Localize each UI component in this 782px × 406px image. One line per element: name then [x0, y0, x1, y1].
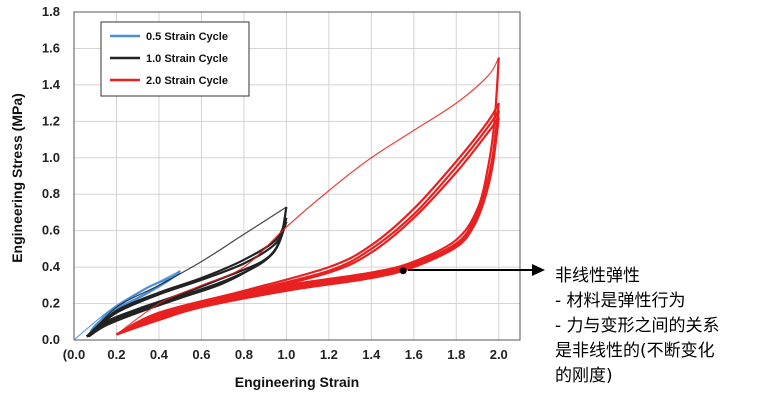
series-2-load-curve — [85, 217, 288, 338]
annotation — [399, 264, 545, 276]
series-3-unload-curve — [115, 57, 500, 336]
y-tick-label: 0.4 — [42, 259, 61, 274]
legend: 0.5 Strain Cycle 1.0 Strain Cycle 2.0 Stra… — [100, 21, 250, 97]
series-layer — [73, 57, 500, 341]
y-axis-title: Engineering Stress (MPa) — [9, 93, 25, 263]
series-3-load-curve — [115, 102, 500, 336]
x-tick-label: 0.6 — [192, 347, 210, 362]
y-tick-label: 1.8 — [42, 4, 60, 19]
x-tick-label: 1.6 — [405, 347, 423, 362]
series-3 — [115, 57, 500, 336]
x-tick-labels: (0.0 0.2 0.4 0.6 0.8 1.0 1.2 1.4 1.6 1.8 2.0 — [63, 347, 508, 362]
plot-frame — [73, 11, 521, 341]
y-tick-label: 1.2 — [42, 113, 60, 128]
x-tick-label: 0.8 — [235, 347, 253, 362]
series-3-unload-curve — [116, 117, 500, 336]
x-tick-label: (0.0 — [63, 347, 85, 362]
series-3-load-curve — [116, 57, 500, 335]
annotation-arrow-head — [532, 264, 545, 276]
x-tick-label: 0.2 — [107, 347, 125, 362]
y-tick-label: 0.2 — [42, 296, 60, 311]
series-3-load-curve — [116, 117, 500, 336]
x-tick-label: 1.0 — [277, 347, 295, 362]
x-tick-label: 0.4 — [150, 347, 169, 362]
x-axis-title: Engineering Strain — [235, 374, 359, 390]
x-tick-label: 2.0 — [490, 347, 508, 362]
annotation-point-marker — [399, 267, 407, 275]
y-tick-label: 1.4 — [42, 77, 61, 92]
annotation-line-1: 非线性弹性 — [555, 266, 640, 286]
x-tick-label: 1.4 — [362, 347, 381, 362]
y-tick-labels: 0.0 0.2 0.4 0.6 0.8 1.0 1.2 1.4 1.6 1.8 — [42, 4, 61, 347]
series-2-load-curve — [86, 221, 288, 338]
series-1-load-curve — [88, 271, 181, 338]
legend-label: 2.0 Strain Cycle — [146, 75, 228, 87]
annotation-line-4: 是非线性的(不断变化 — [555, 341, 715, 361]
series-3-load-curve — [116, 109, 500, 336]
x-tick-label: 1.8 — [447, 347, 465, 362]
y-tick-label: 1.0 — [42, 150, 60, 165]
annotation-line-5: 的刚度) — [555, 366, 613, 386]
annotation-line-2: - 材料是弹性行为 — [555, 291, 686, 311]
legend-label: 1.0 Strain Cycle — [146, 53, 228, 65]
x-tick-label: 1.2 — [320, 347, 338, 362]
y-tick-label: 1.6 — [42, 40, 60, 55]
legend-label: 0.5 Strain Cycle — [146, 31, 228, 43]
series-2 — [85, 206, 288, 338]
annotation-line-3: - 力与变形之间的关系 — [555, 316, 720, 336]
annotation-text: 非线性弹性 - 材料是弹性行为 - 力与变形之间的关系 是非线性的(不断变化 的… — [555, 264, 720, 389]
series-2-unload-curve — [88, 221, 288, 338]
y-tick-label: 0.0 — [42, 332, 60, 347]
series-2-load-curve — [88, 206, 287, 337]
y-tick-label: 0.8 — [42, 186, 60, 201]
y-tick-label: 0.6 — [42, 223, 60, 238]
